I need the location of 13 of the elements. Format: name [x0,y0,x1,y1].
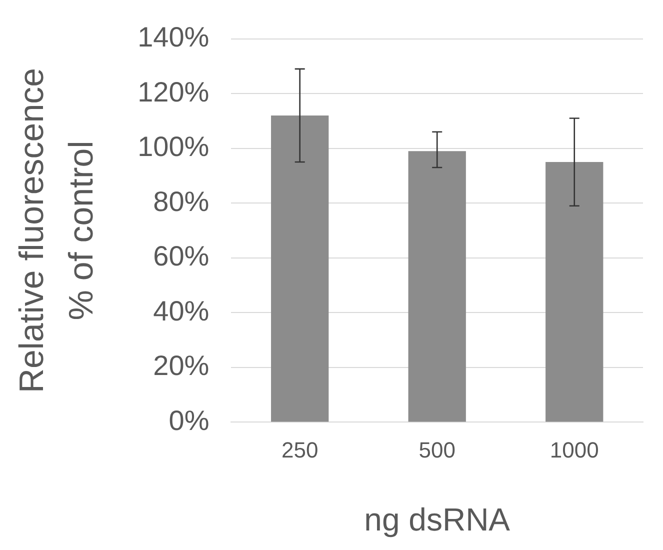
y-tick-label: 100% [138,131,210,162]
y-tick-label: 140% [138,22,210,53]
y-tick-label: 20% [153,350,210,382]
x-tick-label: 250 [281,437,318,462]
x-tick-label: 500 [418,437,456,462]
y-tick-label: 60% [153,240,210,272]
y-tick-label: 80% [153,186,210,217]
x-axis-title: ng dsRNA [364,502,511,538]
x-tick-label: 1000 [550,437,599,462]
y-tick-label: 120% [138,76,210,108]
y-tick-label: 0% [168,404,210,436]
y-tick-label: 40% [153,295,210,326]
y-axis-title: Relative fluorescence % of control [13,68,100,394]
